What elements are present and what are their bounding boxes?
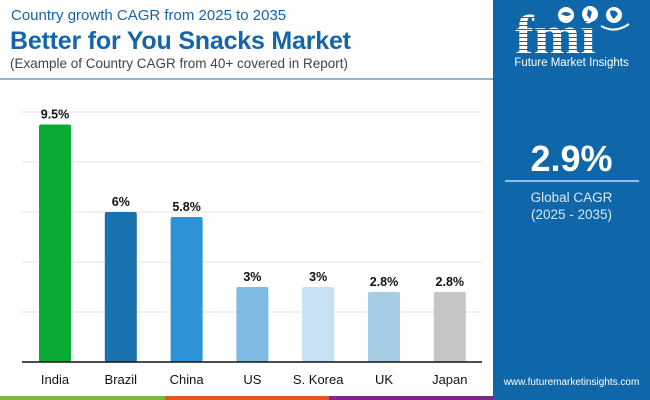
category-label: US	[243, 372, 261, 387]
data-label: 2.8%	[370, 275, 399, 289]
logo-text: Future Market Insights	[514, 57, 629, 69]
bar-china	[170, 217, 203, 362]
data-label: 2.8%	[436, 275, 465, 289]
strip-orange	[165, 396, 329, 400]
website-link[interactable]: www.futuremarketinsights.com	[503, 377, 640, 388]
bar-uk	[368, 292, 400, 362]
bar-us	[236, 287, 269, 362]
data-label: 5.8%	[172, 200, 201, 214]
category-label: S. Korea	[293, 372, 344, 387]
chart-note: (Example of Country CAGR from 40+ covere…	[10, 56, 349, 71]
panel-divider	[505, 180, 639, 182]
category-label: UK	[375, 372, 393, 387]
strip-purple	[329, 396, 493, 400]
bar-brazil	[104, 212, 137, 362]
data-label: 3%	[243, 270, 261, 284]
category-label: Japan	[432, 372, 467, 387]
data-label: 6%	[112, 195, 130, 209]
category-label: China	[170, 372, 205, 387]
global-cagr-value: 2.9%	[530, 138, 613, 179]
category-label: India	[41, 372, 70, 387]
chart-subtitle: Country growth CAGR from 2025 to 2035	[11, 7, 287, 24]
fmi-logo: fmi	[515, 5, 630, 58]
data-label: 3%	[309, 270, 327, 284]
global-cagr-label: Global CAGR	[530, 190, 613, 205]
bar-india	[39, 124, 71, 362]
category-label: Brazil	[105, 372, 138, 387]
summary-panel: fmi Future Market Insights 2.9% Global C…	[493, 0, 650, 400]
global-cagr-period: (2025 - 2035)	[530, 207, 613, 222]
bar-chart: 9.5% India 6% Brazil 5.8% China 3% US 3% S. Korea…	[22, 108, 482, 387]
bar-japan	[433, 292, 466, 362]
strip-green	[0, 396, 165, 400]
data-label: 9.5%	[41, 108, 70, 122]
chart-title: Better for You Snacks Market	[10, 27, 351, 55]
bar-s-korea	[302, 287, 335, 362]
header-divider	[0, 78, 493, 80]
